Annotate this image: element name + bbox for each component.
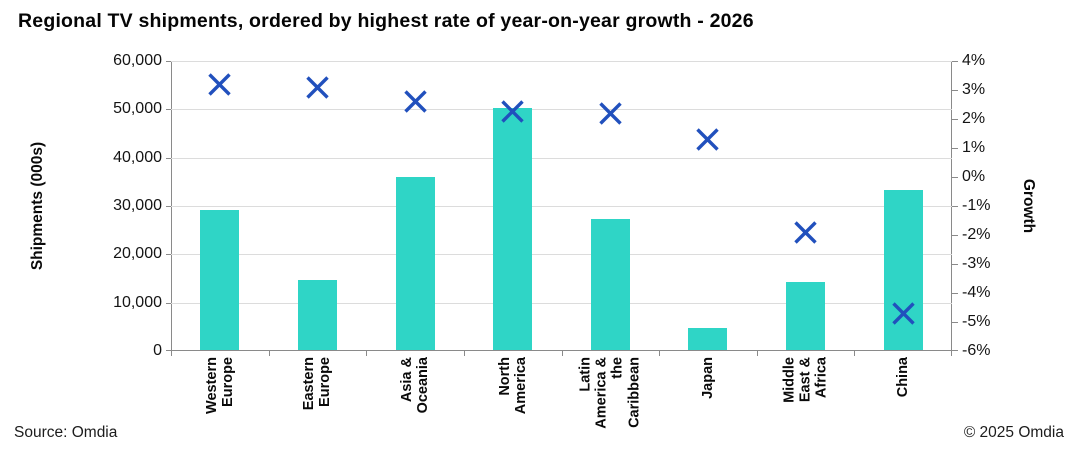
plot-area [166,61,958,356]
gridline [171,157,952,159]
left-axis-tick-label: 0 [153,342,162,359]
x-marker-middle-east-africa [793,220,818,245]
x-marker-asia-oceania [403,89,428,114]
gridline [171,254,952,256]
right-axis-tick-label: -6% [962,342,991,359]
x-axis-tick [659,351,661,356]
x-axis-tick [366,351,368,356]
bar-japan [688,327,728,350]
category-label-latin-america-the-caribbean: Latin America & the Caribbean [577,357,643,429]
x-axis-tick [463,351,465,356]
gridline [171,109,952,111]
category-label-western-europe: Western Europe [203,357,236,414]
x-axis-tick [756,351,758,356]
right-axis-tick-label: 1% [962,139,986,156]
right-axis-tick [952,264,958,265]
bar-middle-east-africa [786,282,826,350]
right-axis-tick [952,148,958,149]
x-axis-tick [854,351,856,356]
chart-title: Regional TV shipments, ordered by highes… [18,10,754,32]
right-axis-tick [952,350,958,351]
right-axis-tick-label: -1% [962,197,991,214]
left-axis-tick [166,61,171,62]
right-axis-tick [952,177,958,178]
x-marker-japan [695,127,720,152]
left-axis-tick [166,302,171,304]
right-axis-tick [952,119,958,120]
bar-eastern-europe [297,279,337,350]
left-axis-tick [166,157,171,159]
x-axis-line [171,350,952,351]
category-label-eastern-europe: Eastern Europe [301,357,334,411]
gridline [171,302,952,304]
left-axis-tick-label: 50,000 [113,100,162,118]
bar-north-america [493,108,533,350]
source-note: Source: Omdia [14,424,118,441]
category-label-china: China [895,357,912,398]
right-axis-tick-label: 4% [962,52,986,69]
left-axis-title: Shipments (000s) [29,141,46,271]
bar-china [883,189,923,350]
category-label-asia-oceania: Asia & Oceania [398,357,432,414]
x-axis-tick [171,351,172,356]
left-axis-tick-label: 10,000 [113,293,162,311]
category-label-middle-east-africa: Middle East & Africa [781,357,830,403]
left-axis-tick [166,109,171,111]
left-axis-tick [166,254,171,256]
x-marker-western-europe [207,72,232,97]
right-axis-tick-label: -5% [962,313,991,330]
left-axis-tick-label: 40,000 [113,148,162,166]
right-axis-tick-label: -4% [962,284,991,301]
right-axis-tick [952,90,958,91]
x-marker-eastern-europe [305,75,330,100]
right-axis-tick [952,293,958,294]
right-axis-tick-label: -3% [962,255,991,272]
right-axis-tick-label: 2% [962,110,986,127]
left-axis-tick [166,206,171,207]
x-axis-tick [561,351,563,356]
x-marker-china [891,301,916,326]
right-axis-tick-label: 0% [962,168,986,185]
x-axis-tick [268,351,270,356]
x-marker-north-america [500,99,525,124]
left-axis-tick-label: 30,000 [113,197,162,214]
gridline [171,61,952,62]
right-axis-tick [952,322,958,323]
bar-western-europe [200,209,240,350]
x-marker-latin-america-the-caribbean [598,101,623,126]
gridline [171,206,952,207]
right-axis-tick [952,206,958,207]
left-axis-tick [166,350,171,351]
right-axis-tick [952,61,958,62]
right-axis-tick-label: 3% [962,81,986,98]
x-axis-tick [951,351,952,356]
copyright-note: © 2025 Omdia [963,424,1064,441]
category-label-north-america: North America [496,357,529,415]
bar-latin-america-the-caribbean [590,219,630,350]
right-axis-tick [952,235,958,236]
category-label-japan: Japan [699,357,716,399]
left-axis-tick-label: 20,000 [113,245,162,263]
right-axis-tick-label: -2% [962,226,991,243]
left-axis-tick-label: 60,000 [113,52,162,69]
bar-asia-oceania [395,176,435,350]
